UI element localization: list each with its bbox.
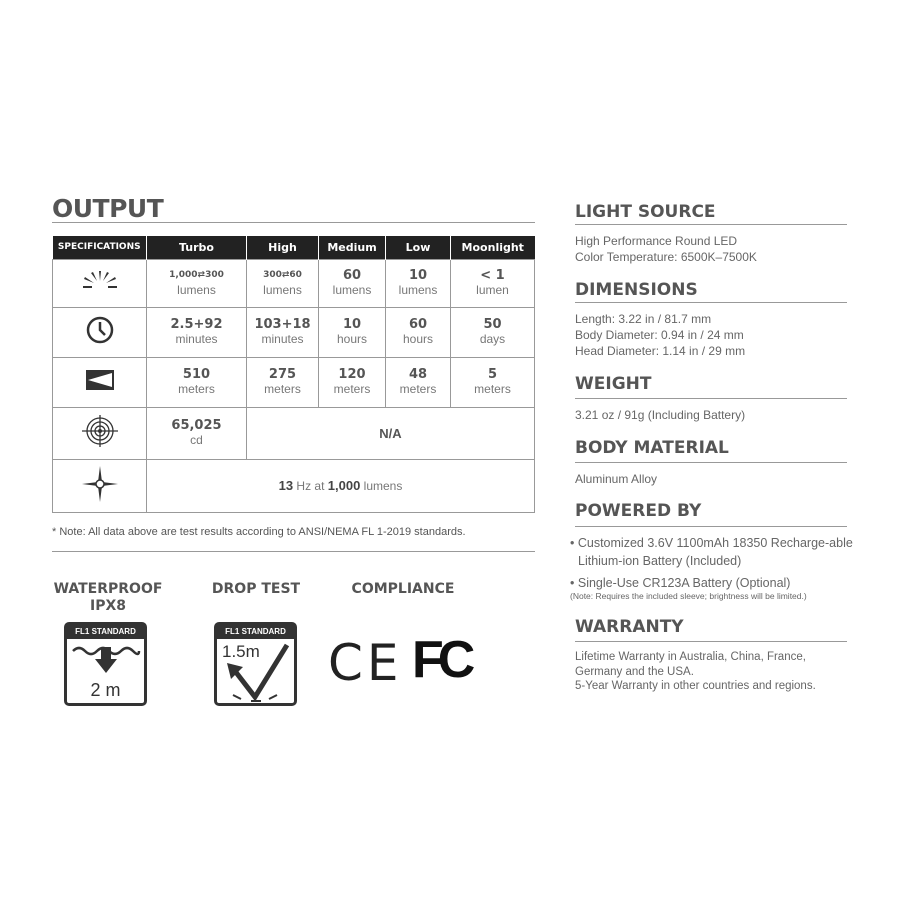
water-arrow-icon — [72, 646, 141, 673]
divider — [575, 398, 847, 399]
intensity-cell: 65,025 cd — [146, 406, 247, 460]
spec-cell: 60 lumens — [318, 258, 386, 308]
divider — [52, 551, 535, 552]
spec-cell: 510 meters — [146, 356, 247, 408]
divider — [52, 222, 535, 223]
ce-mark: CE — [328, 634, 403, 692]
output-table: SPECIFICATIONS Turbo High Medium Low Moo… — [52, 236, 535, 513]
spec-cell: 300⇄60 lumens — [246, 258, 319, 308]
output-title: OUTPUT — [52, 194, 164, 223]
drop-arrow-icon — [227, 643, 290, 702]
table-row: 2.5+92 minutes 103+18 minutes 10 hours 60 hours… — [52, 306, 535, 358]
spec-cell: 103+18 minutes — [246, 306, 319, 358]
waterproof-title: WATERPROOF IPX8 — [53, 581, 163, 614]
table-row: 510 meters 275 meters 120 meters 48 meters 5 mete… — [52, 356, 535, 408]
strobe-cell: 13 Hz at 1,000 lumens — [146, 458, 535, 513]
weight-text: 3.21 oz / 91g (Including Battery) — [575, 408, 746, 422]
list-item: • Customized 3.6V 1100mAh 18350 Recharge… — [570, 536, 853, 568]
spec-cell: 50 days — [450, 306, 535, 358]
divider — [575, 302, 847, 303]
divider — [575, 526, 847, 527]
spec-cell: 2.5+92 minutes — [146, 306, 247, 358]
na-cell: N/A — [246, 406, 535, 460]
fcc-mark: FC — [412, 631, 475, 689]
spec-cell: 10 lumens — [385, 258, 451, 308]
light-source-text: High Performance Round LED Color Temperat… — [575, 234, 757, 264]
spec-cell: < 1 lumen — [450, 258, 535, 308]
spec-cell: 120 meters — [318, 356, 386, 408]
light-source-title: LIGHT SOURCE — [575, 202, 716, 222]
battery-list: • Customized 3.6V 1100mAh 18350 Recharge… — [570, 534, 855, 601]
weight-title: WEIGHT — [575, 374, 652, 394]
table-row: 65,025 cd N/A — [52, 406, 535, 460]
beam-distance-icon — [52, 356, 147, 408]
spec-cell: 1,000⇄300 lumens — [146, 258, 247, 308]
divider — [575, 462, 847, 463]
header-cell: High — [246, 236, 319, 259]
dimensions-text: Length: 3.22 in / 81.7 mm Body Diameter: … — [575, 312, 746, 358]
spec-cell: 60 hours — [385, 306, 451, 358]
table-row: 13 Hz at 1,000 lumens — [52, 458, 535, 513]
spec-cell: 5 meters — [450, 356, 535, 408]
spec-cell: 275 meters — [246, 356, 319, 408]
spec-cell: 48 meters — [385, 356, 451, 408]
waterproof-badge: FL1 STANDARD 2 m — [64, 622, 147, 706]
note: * Note: All data above are test results … — [52, 526, 466, 538]
battery-note: (Note: Requires the included sleeve; bri… — [570, 591, 807, 601]
header-cell: Turbo — [146, 236, 247, 259]
header-cell: Moonlight — [450, 236, 535, 259]
header-cell: Low — [385, 236, 451, 259]
warranty-text: Lifetime Warranty in Australia, China, F… — [575, 651, 816, 692]
spec-cell: 10 hours — [318, 306, 386, 358]
drop-test-title: DROP TEST — [211, 581, 301, 597]
header-cell: SPECIFICATIONS — [52, 236, 147, 259]
table-header-row: SPECIFICATIONS Turbo High Medium Low Moo… — [52, 236, 535, 259]
compliance-title: COMPLIANCE — [351, 581, 455, 597]
dimensions-title: DIMENSIONS — [575, 280, 698, 300]
header-cell: Medium — [318, 236, 386, 259]
drop-test-badge: FL1 STANDARD 1.5m — [214, 622, 297, 706]
table-row: 1,000⇄300 lumens 300⇄60 lumens 60 lumens 10 lum… — [52, 258, 535, 308]
target-icon — [52, 406, 147, 460]
brightness-icon — [52, 258, 147, 308]
warranty-title: WARRANTY — [575, 617, 684, 637]
divider — [575, 224, 847, 225]
powered-by-title: POWERED BY — [575, 501, 702, 521]
divider — [575, 641, 847, 642]
list-item: • Single-Use CR123A Battery (Optional) — [570, 576, 791, 590]
material-text: Aluminum Alloy — [575, 472, 658, 486]
body-material-title: BODY MATERIAL — [575, 438, 729, 458]
strobe-icon — [52, 458, 147, 513]
clock-icon — [52, 306, 147, 358]
